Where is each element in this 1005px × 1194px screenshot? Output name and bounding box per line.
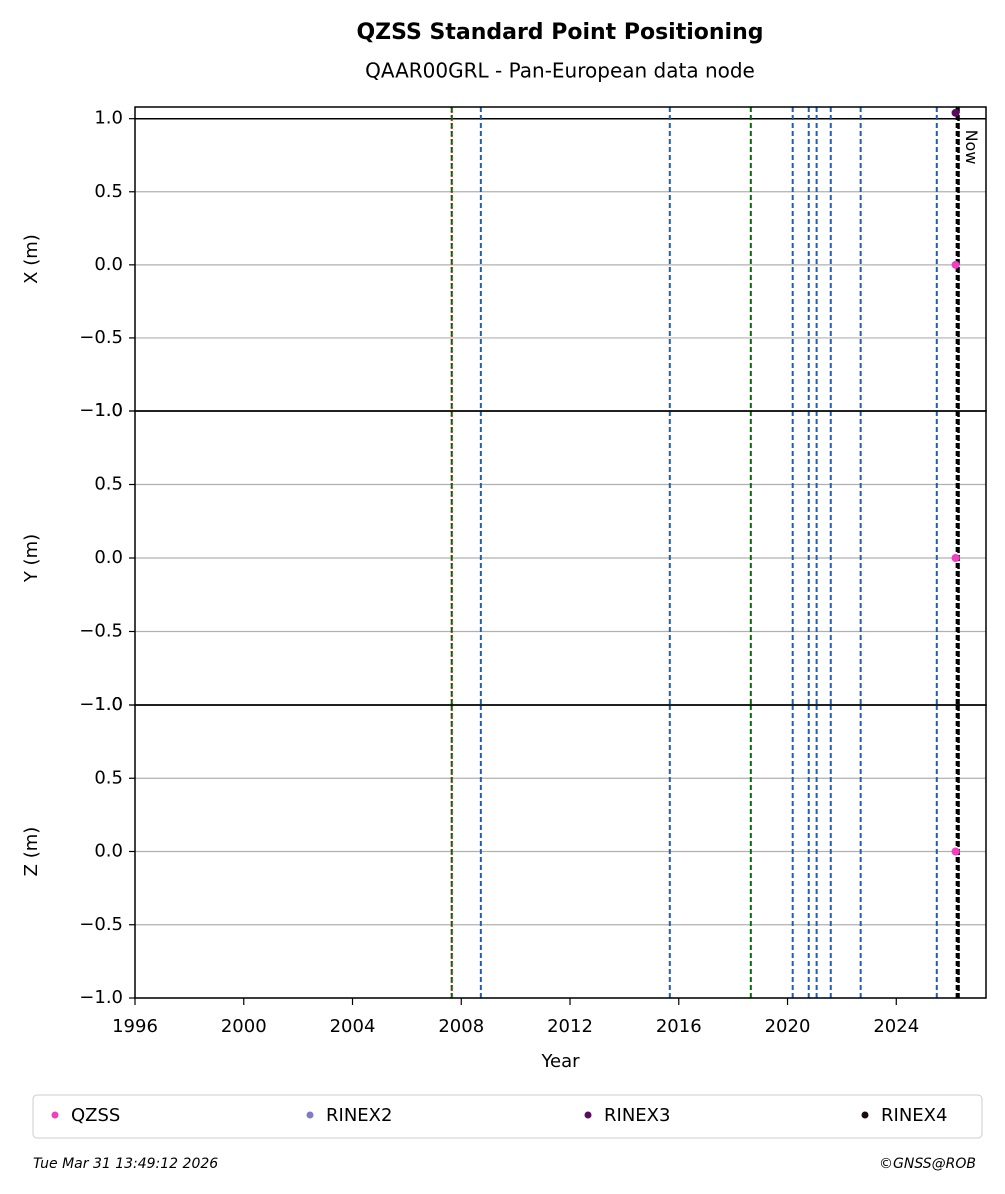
legend-marker	[584, 1111, 592, 1119]
x-tick-label: 2000	[221, 1016, 267, 1037]
data-point	[951, 554, 960, 562]
y-tick-label: 0.5	[94, 767, 123, 788]
y-tick-label: −1.0	[79, 400, 123, 421]
legend-label: RINEX4	[881, 1105, 947, 1126]
legend-marker	[51, 1111, 59, 1119]
data-point	[951, 260, 960, 269]
y-tick-label: 1.0	[94, 694, 123, 715]
y-tick-label: 1.0	[94, 108, 123, 129]
x-tick-label: 2004	[330, 1016, 376, 1037]
y-tick-label: 0.0	[94, 547, 123, 568]
chart-title: QZSS Standard Point Positioning	[356, 20, 763, 45]
y-tick-label: −1.0	[79, 987, 123, 1008]
x-tick-label: 2024	[873, 1016, 919, 1037]
x-tick-label: 2012	[547, 1016, 593, 1037]
y-tick-label: 1.0	[94, 400, 123, 421]
footer-credit: ©GNSS@ROB	[879, 1156, 976, 1172]
y-axis-label: Y (m)	[21, 534, 42, 583]
legend-label: QZSS	[71, 1105, 120, 1126]
now-label: Now	[962, 130, 981, 165]
footer-timestamp: Tue Mar 31 13:49:12 2026	[33, 1156, 218, 1172]
y-tick-label: 0.5	[94, 474, 123, 495]
data-point	[951, 108, 960, 117]
x-tick-label: 2020	[765, 1016, 811, 1037]
x-tick-label: 2016	[656, 1016, 702, 1037]
x-tick-label: 2008	[438, 1016, 484, 1037]
y-tick-label: −0.5	[79, 621, 123, 642]
y-tick-label: −0.5	[79, 327, 123, 348]
plot-frame	[134, 106, 987, 412]
legend-label: RINEX3	[604, 1105, 670, 1126]
x-tick-label: 1996	[112, 1016, 158, 1037]
chart-subtitle: QAAR00GRL - Pan-European data node	[365, 59, 755, 83]
y-tick-label: 0.0	[94, 841, 123, 862]
plot-frame	[134, 704, 987, 999]
legend-marker	[861, 1111, 869, 1119]
x-axis-label: Year	[540, 1051, 580, 1072]
legend-box	[32, 1094, 983, 1139]
legend-marker	[306, 1111, 314, 1119]
y-tick-label: 0.5	[94, 181, 123, 202]
y-axis-label: Z (m)	[21, 827, 42, 877]
legend-label: RINEX2	[326, 1105, 392, 1126]
y-tick-label: −0.5	[79, 914, 123, 935]
y-tick-label: 0.0	[94, 254, 123, 275]
y-axis-label: X (m)	[21, 234, 42, 284]
y-tick-label: −1.0	[79, 694, 123, 715]
data-point	[951, 847, 960, 856]
